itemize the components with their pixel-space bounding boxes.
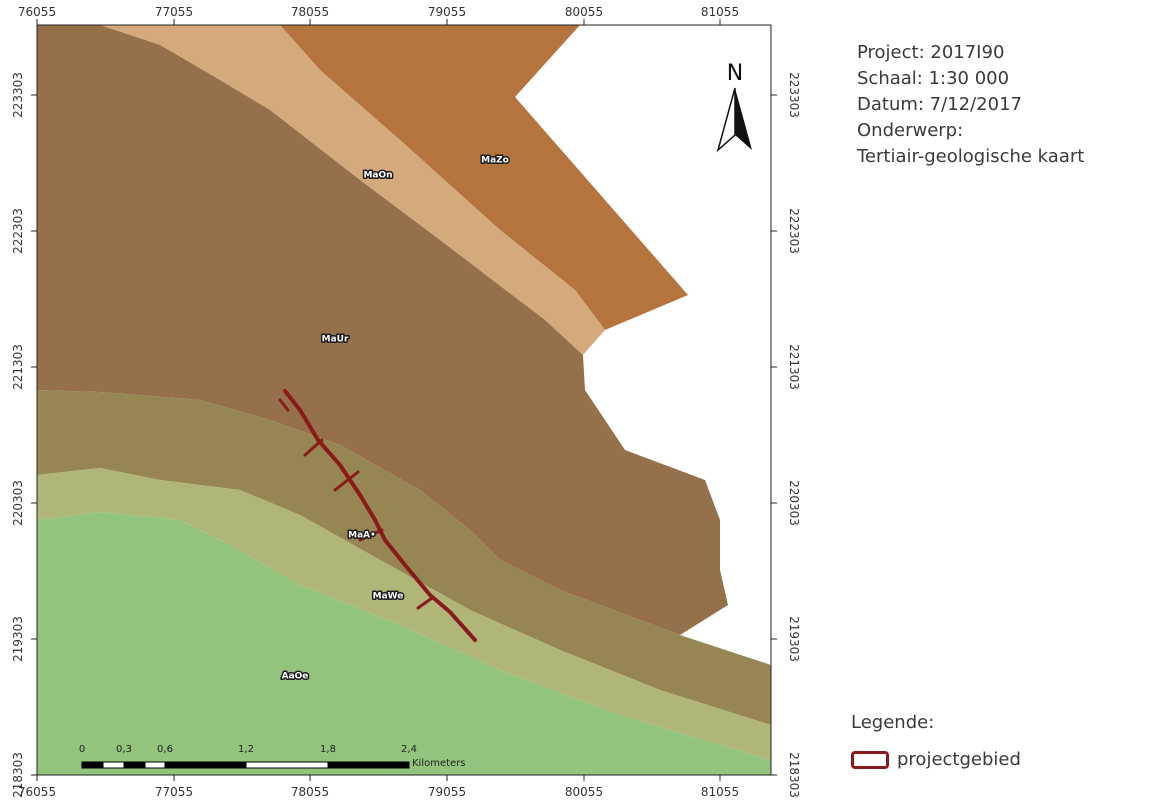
unit-label-mazo: MaZo xyxy=(481,156,509,166)
scale-bar-segment xyxy=(123,761,146,769)
y-tick-label-right: 219303 xyxy=(787,616,801,662)
projectgebied-swatch xyxy=(851,750,889,769)
y-tick-label-right: 222303 xyxy=(787,208,801,254)
y-tick-label-right: 223303 xyxy=(787,72,801,118)
y-tick-label-left: 221303 xyxy=(11,344,25,390)
unit-maur-polygon xyxy=(37,25,728,635)
projectgebied-branch-2 xyxy=(303,438,324,457)
subject-value: Tertiair-geologische kaart xyxy=(857,146,1085,167)
projectgebied-branch-1 xyxy=(278,398,290,412)
unit-maon-polygon xyxy=(100,25,605,355)
y-tick-label-left: 218303 xyxy=(11,752,25,798)
x-tick-label-top: 77055 xyxy=(155,5,193,19)
scale-bar-tick-label: 1,2 xyxy=(238,744,254,755)
legend: Legende: projectgebied xyxy=(851,712,1141,770)
project-number: Project: 2017I90 xyxy=(857,42,1005,63)
scale-bar-tick-label: 0,6 xyxy=(157,744,173,755)
scale-bar-tick-label: 0,3 xyxy=(116,744,132,755)
legend-item-label: projectgebied xyxy=(897,749,1021,770)
projectgebied xyxy=(278,389,477,642)
projectgebied-branch-3 xyxy=(333,470,360,492)
legend-title: Legende: xyxy=(851,712,935,733)
x-tick-label-bottom: 79055 xyxy=(428,785,466,799)
scale-bar-tick-label: 0 xyxy=(79,744,85,755)
scale-bar-tick-label: 1,8 xyxy=(320,744,336,755)
x-tick-label-top: 80055 xyxy=(565,5,603,19)
unit-label-maur: MaUr xyxy=(322,335,349,345)
north-arrow: N xyxy=(716,61,752,153)
unit-aaoe-polygon xyxy=(37,512,771,775)
scale-bar: 0 0,3 0,6 1,2 1,8 2,4 Kilometers xyxy=(79,744,466,769)
scale-bar-segment xyxy=(245,761,329,769)
unit-mawe-polygon xyxy=(37,468,771,760)
y-tick-label-left: 223303 xyxy=(11,72,25,118)
legend-item-projectgebied: projectgebied xyxy=(851,749,1141,770)
map-date: Datum: 7/12/2017 xyxy=(857,94,1022,115)
map-info-panel: Project: 2017I90 Schaal: 1:30 000 Datum:… xyxy=(857,40,1147,170)
projectgebied-branch-4 xyxy=(358,528,384,542)
subject-label: Onderwerp: xyxy=(857,120,964,141)
x-tick-label-top: 79055 xyxy=(428,5,466,19)
x-tick-label-bottom: 78055 xyxy=(291,785,329,799)
north-arrow-icon-fill xyxy=(735,88,752,150)
y-tick-label-right: 218303 xyxy=(787,752,801,798)
unit-label-aaoe: AaOe xyxy=(282,672,309,682)
y-tick-label-left: 222303 xyxy=(11,208,25,254)
scale-bar-segment xyxy=(81,761,104,769)
x-tick-label-bottom: 81055 xyxy=(701,785,739,799)
unit-maan-polygon xyxy=(37,390,771,725)
scale-bar-unit: Kilometers xyxy=(412,758,466,769)
y-tick-label-right: 220303 xyxy=(787,480,801,526)
scale-bar-segment xyxy=(164,761,247,769)
x-tick-label-top: 76055 xyxy=(18,5,56,19)
x-tick-label-bottom: 77055 xyxy=(155,785,193,799)
x-tick-label-bottom: 80055 xyxy=(565,785,603,799)
unit-label-mawe: MaWe xyxy=(373,592,404,602)
projectgebied-main-line xyxy=(283,389,477,642)
scale-bar-tick-label: 2,4 xyxy=(401,744,417,755)
x-tick-label-bottom: 76055 xyxy=(18,785,56,799)
y-tick-label-right: 221303 xyxy=(787,344,801,390)
scale-bar-segment xyxy=(144,761,166,769)
y-tick-label-left: 220303 xyxy=(11,480,25,526)
north-arrow-label: N xyxy=(727,61,743,86)
x-tick-label-top: 78055 xyxy=(291,5,329,19)
map-frame xyxy=(36,24,772,776)
scale-bar-segment xyxy=(327,761,410,769)
unit-mazo-polygon xyxy=(280,25,688,330)
scale-bar-segment xyxy=(102,761,125,769)
unit-label-maa: MaA• xyxy=(348,531,376,541)
y-tick-label-left: 219303 xyxy=(11,616,25,662)
projectgebied-branch-5 xyxy=(416,596,434,610)
unit-label-maon: MaOn xyxy=(363,171,392,181)
x-tick-label-top: 81055 xyxy=(701,5,739,19)
map-scale: Schaal: 1:30 000 xyxy=(857,68,1010,89)
